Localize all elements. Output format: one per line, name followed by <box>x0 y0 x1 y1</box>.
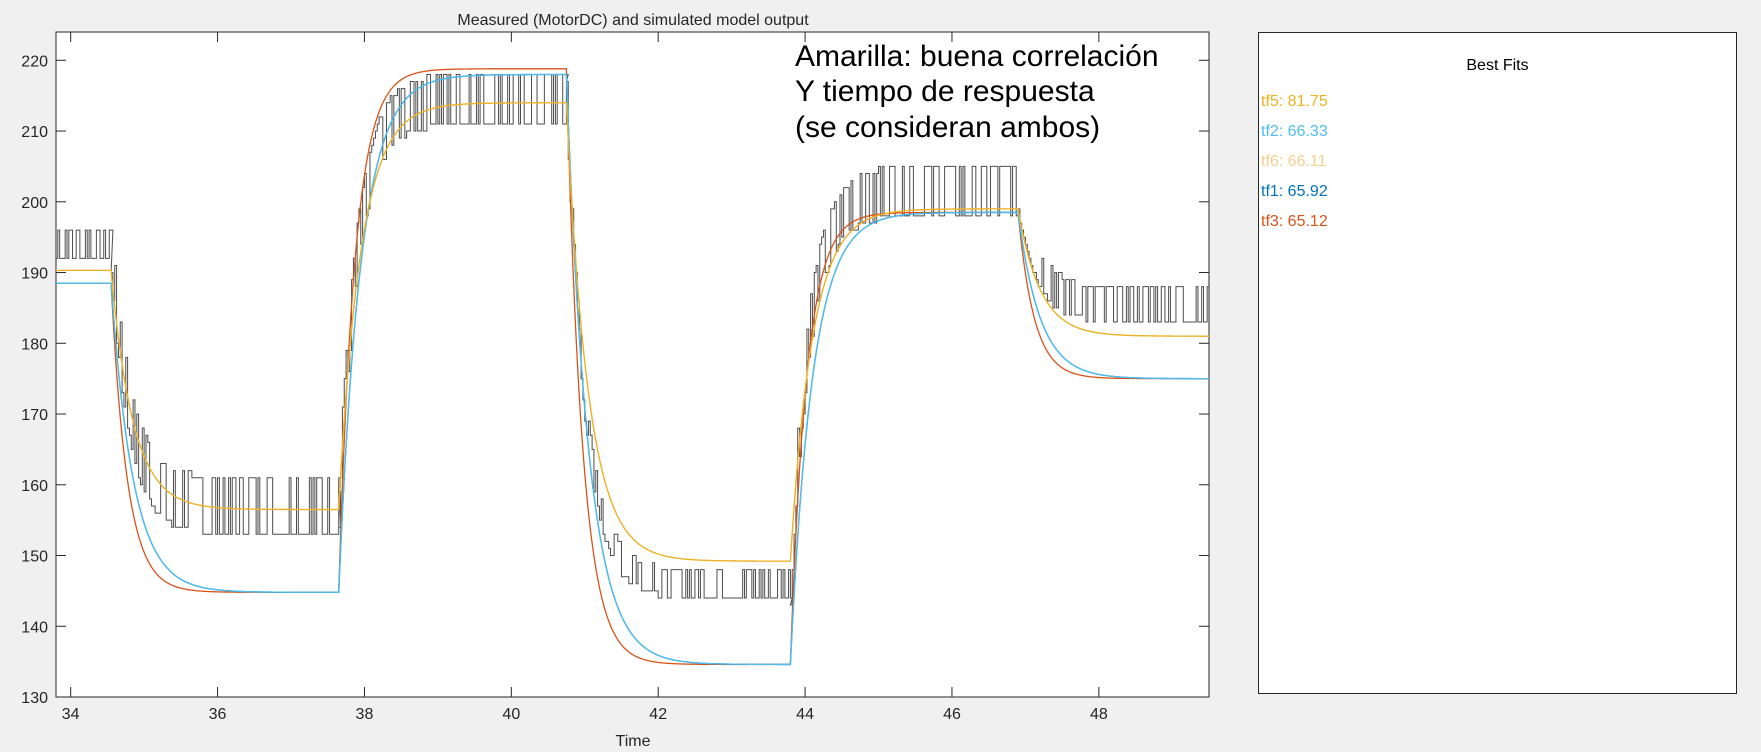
series-layer <box>56 68 1209 666</box>
axis-layer: 34 36 38 40 42 44 46 48 130 140 150 160 170 180 190 200… <box>21 32 1209 723</box>
x-tick-label: 48 <box>1090 706 1108 723</box>
y-tick-label: 140 <box>21 619 48 636</box>
y-tick-label: 210 <box>21 124 48 141</box>
series-tf2 <box>56 73 1209 666</box>
x-tick-label: 36 <box>209 706 227 723</box>
y-tick-label: 220 <box>21 53 48 70</box>
annotation-line-1: Amarilla: buena correlación <box>795 40 1159 73</box>
chart-annotation: Amarilla: buena correlación Y tiempo de … <box>795 40 1159 144</box>
x-tick-label: 44 <box>796 706 814 723</box>
series-measured-motordc <box>56 73 1209 606</box>
best-fits-title: Best Fits <box>1466 57 1529 74</box>
fit-item-tf1[interactable]: tf1: 65.92 <box>1261 183 1328 200</box>
y-tick-label: 160 <box>21 478 48 495</box>
annotation-line-3: (se consideran ambos) <box>795 111 1100 144</box>
fit-item-tf2[interactable]: tf2: 66.33 <box>1261 123 1328 140</box>
fit-item-tf5[interactable]: tf5: 81.75 <box>1261 93 1328 110</box>
best-fits-list: tf5: 81.75 tf2: 66.33 tf6: 66.11 tf1: 65… <box>1261 87 1328 237</box>
fit-item-tf6[interactable]: tf6: 66.11 <box>1261 153 1327 170</box>
y-tick-label: 170 <box>21 407 48 424</box>
annotation-line-2: Y tiempo de respuesta <box>795 75 1095 108</box>
chart-title: Measured (MotorDC) and simulated model o… <box>457 12 809 29</box>
x-tick-label: 34 <box>62 706 80 723</box>
best-fits-panel: Best Fits tf5: 81.75 tf2: 66.33 tf6: 66.… <box>1258 32 1737 694</box>
y-tick-label: 190 <box>21 266 48 283</box>
y-tick-label: 130 <box>21 690 48 707</box>
series-tf5 <box>56 102 1209 562</box>
x-axis-label: Time <box>616 733 651 750</box>
x-tick-label: 42 <box>649 706 667 723</box>
y-tick-label: 150 <box>21 549 48 566</box>
y-tick-label: 200 <box>21 195 48 212</box>
y-tick-label: 180 <box>21 336 48 353</box>
x-tick-label: 40 <box>502 706 520 723</box>
x-tick-label: 38 <box>356 706 374 723</box>
plot-area <box>55 31 1210 698</box>
fit-item-tf3[interactable]: tf3: 65.12 <box>1261 213 1328 230</box>
x-tick-label: 46 <box>943 706 961 723</box>
